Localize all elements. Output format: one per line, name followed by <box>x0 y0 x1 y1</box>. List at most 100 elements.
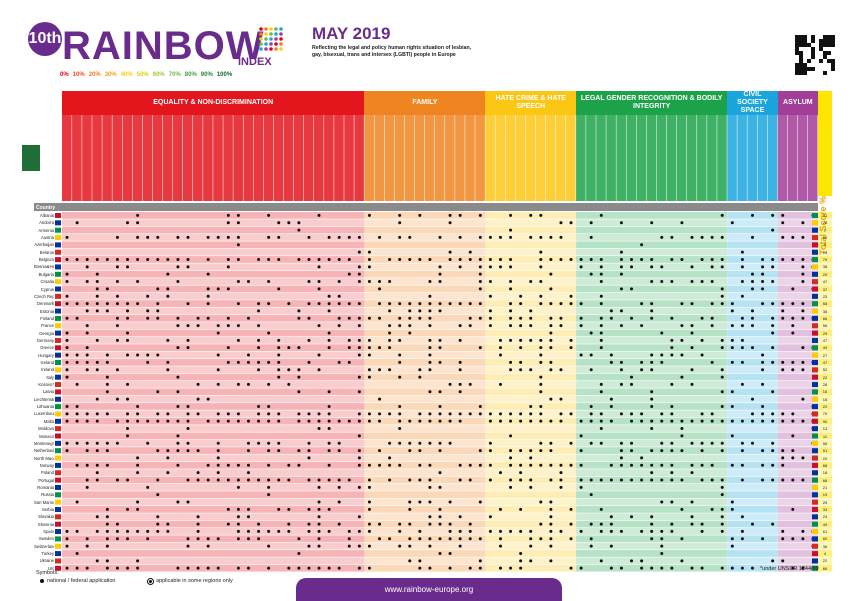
total-score-value: 18 <box>822 470 828 476</box>
qr-code-icon <box>795 35 835 75</box>
total-score-value: 61 <box>822 529 828 535</box>
country-label: Czech Republic <box>34 293 54 299</box>
scale-step: 70% <box>168 72 181 78</box>
total-score-value: 22 <box>822 374 828 380</box>
country-label: Denmark <box>37 301 54 307</box>
total-score-value: 13 <box>822 426 828 432</box>
total-score-value: 22 <box>822 558 828 564</box>
total-score-value: 50 <box>822 235 828 241</box>
country-label: Turkey <box>41 551 54 557</box>
country-label: Albania <box>40 213 54 218</box>
total-score-value: 23 <box>822 514 828 520</box>
total-score-value: 66 <box>822 315 828 321</box>
total-score-header <box>818 91 832 196</box>
total-score-value: 25 <box>822 499 828 505</box>
scale-step: 20% <box>88 72 101 78</box>
website-link[interactable]: www.rainbow-europe.org <box>296 578 562 601</box>
country-label: Latvia <box>42 389 54 395</box>
country-label: Romania <box>37 484 54 490</box>
total-score-value: 70 <box>822 411 828 417</box>
total-score-value: 79 <box>822 257 828 263</box>
country-label: Belarus <box>39 249 54 255</box>
category-5: ASYLUM <box>777 91 818 115</box>
country-label: Slovakia <box>38 514 54 520</box>
scale-step: 100% <box>216 72 233 78</box>
country-label: Finland <box>40 315 54 321</box>
country-label: Germany <box>36 337 54 343</box>
scale-step: 10% <box>72 72 85 78</box>
total-score-value: 5 <box>823 242 827 248</box>
country-label: Poland <box>40 470 54 476</box>
total-score-value: 20 <box>822 271 828 277</box>
total-score-value: 49 <box>822 521 828 527</box>
country-label: Montenegro <box>34 440 54 446</box>
total-score-value: 47 <box>822 279 828 285</box>
total-score-value: 21 <box>822 484 828 490</box>
country-label: Ukraine <box>39 558 54 564</box>
country-label: Spain <box>43 529 54 535</box>
total-score-value: 13 <box>822 249 828 255</box>
country-label: Bulgaria <box>38 271 54 277</box>
total-score-value: 28 <box>822 382 828 388</box>
total-score-value: 18 <box>822 396 828 402</box>
total-score-value: 11 <box>822 433 828 439</box>
country-label: Slovenia <box>37 521 54 527</box>
total-score-value: 20 <box>822 455 828 461</box>
total-score-value: 38 <box>822 308 828 314</box>
total-score-value: 37 <box>822 286 828 292</box>
total-score-value: 38 <box>822 264 828 270</box>
category-0: EQUALITY & NON-DISCRIMINATION <box>62 91 365 115</box>
country-label: Portugal <box>38 477 54 483</box>
country-label: Luxembourg <box>34 411 54 417</box>
total-score-value: 23 <box>822 293 828 299</box>
country-label: Monaco <box>39 433 54 439</box>
country-label: Armenia <box>38 227 54 233</box>
total-score-value: 56 <box>822 323 828 329</box>
country-label: Iceland <box>40 360 54 365</box>
country-label: Greece <box>40 345 54 351</box>
total-score-value: 31 <box>822 213 828 218</box>
scale-step: 50% <box>136 72 149 78</box>
total-score-value: 10 <box>822 492 828 498</box>
total-score-value: 60 <box>822 536 828 542</box>
country-label: Andorra <box>39 220 54 226</box>
country-label: Russia <box>41 492 54 498</box>
total-score-value: 90 <box>822 418 828 424</box>
country-label: San Marino <box>34 499 54 505</box>
filled-dot-icon <box>40 579 44 583</box>
total-score-value: 56 <box>822 440 828 446</box>
country-label: UK <box>48 565 54 571</box>
country-label: Sweden <box>38 536 54 542</box>
page-title: MAY 2019 <box>312 24 391 43</box>
legend-national-text: national / federal application <box>47 578 116 584</box>
country-label: Austria <box>40 235 54 241</box>
country-label: Ireland <box>41 367 54 373</box>
country-label: Georgia <box>39 330 54 336</box>
total-score-value: 68 <box>822 301 828 307</box>
scale-step: 0% <box>60 72 69 78</box>
total-score-value: 29 <box>822 330 828 336</box>
legend-national: national / federal application <box>40 578 116 584</box>
country-label: Estonia <box>40 308 54 314</box>
legend-title: Symbols: <box>36 570 59 576</box>
footnote-unscr: *under UNSCR 1244/99 <box>760 566 819 572</box>
country-label: Kosovo* <box>38 382 54 388</box>
country-label: Norway <box>39 462 54 468</box>
scale-step: 80% <box>184 72 197 78</box>
logo-index-label: INDEX <box>238 56 272 68</box>
country-label: Liechtenstein <box>34 396 54 402</box>
total-score-value: 66 <box>822 477 828 483</box>
category-3: LEGAL GENDER RECOGNITION & BODILY INTEGR… <box>576 91 728 115</box>
country-label: North Macedonia <box>34 455 54 461</box>
country-label: Switzerland <box>34 543 54 549</box>
country-label: Bosnia&Herz. <box>34 264 54 270</box>
total-score-value: 51 <box>822 448 828 454</box>
legend-regional: applicable in some regions only <box>147 577 233 585</box>
rainbow-dot-grid-icon <box>259 27 283 51</box>
total-score-value: 22 <box>822 404 828 410</box>
total-score-value: 28 <box>822 220 828 226</box>
total-score-value: 7 <box>823 227 827 233</box>
page-subtitle: Reflecting the legal and policy human ri… <box>312 45 472 58</box>
logo-rainbow-word: RAINBOW <box>62 24 265 68</box>
total-score-value: 47 <box>822 337 828 343</box>
